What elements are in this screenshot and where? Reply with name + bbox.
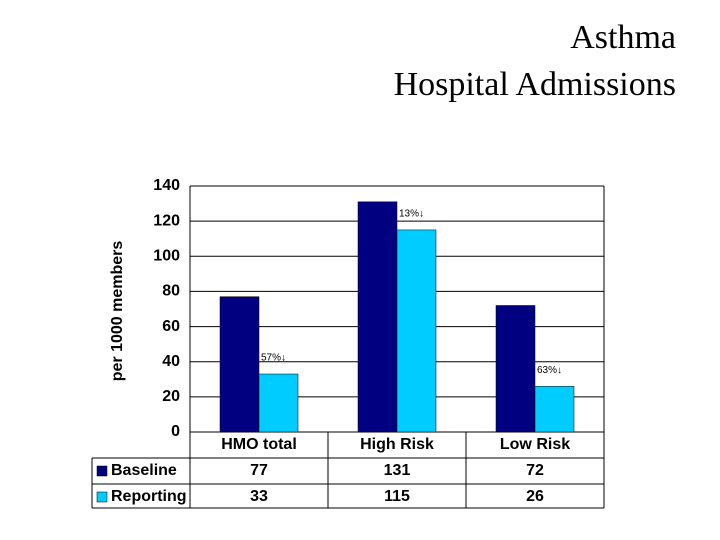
y-tick-label: 20 (162, 388, 180, 405)
y-tick-label: 80 (162, 283, 180, 300)
table-cell: 131 (384, 462, 411, 479)
y-tick-label: 0 (171, 423, 180, 440)
table-cell: 115 (384, 488, 410, 505)
table-cell: 33 (250, 488, 268, 505)
legend-swatch (96, 491, 108, 503)
bar (396, 229, 437, 433)
y-tick-label: 40 (162, 353, 180, 370)
x-tick-label: HMO total (221, 436, 297, 453)
annotation: 13%↓ (399, 209, 424, 220)
bar (357, 201, 398, 433)
legend-swatch (96, 465, 108, 477)
bar (495, 305, 536, 433)
legend-label: Reporting (111, 488, 187, 505)
y-tick-label: 60 (162, 318, 180, 335)
x-tick-label: Low Risk (500, 436, 570, 453)
table-cell: 77 (250, 462, 268, 479)
y-tick-label: 120 (153, 212, 180, 229)
table-cell: 26 (526, 488, 544, 505)
y-axis-label: per 1000 members (109, 241, 126, 382)
y-tick-label: 100 (153, 248, 180, 265)
legend-label: Baseline (111, 462, 177, 479)
y-tick-label: 140 (153, 177, 180, 194)
chart-subtitle: Hospital Admissions (394, 66, 676, 103)
bar (219, 296, 260, 433)
x-tick-label: High Risk (360, 436, 434, 453)
bar (534, 386, 575, 433)
annotation: 57%↓ (261, 353, 286, 364)
annotation: 63%↓ (537, 365, 562, 376)
table-cell: 72 (526, 462, 544, 479)
bar (258, 373, 299, 433)
chart-title: Asthma (570, 19, 676, 56)
